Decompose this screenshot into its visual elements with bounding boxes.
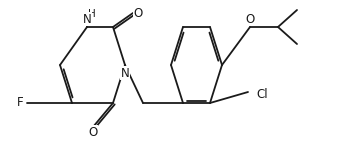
Text: H: H <box>88 9 96 19</box>
Text: O: O <box>245 12 255 25</box>
Text: Cl: Cl <box>256 87 268 100</box>
Text: O: O <box>134 7 142 20</box>
Text: N: N <box>83 12 91 25</box>
Text: O: O <box>88 126 98 139</box>
Text: F: F <box>16 96 23 110</box>
Text: N: N <box>121 66 129 79</box>
